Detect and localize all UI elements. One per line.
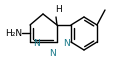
Text: N: N	[49, 50, 55, 58]
Text: N: N	[34, 39, 40, 48]
Text: H₂N: H₂N	[5, 30, 23, 39]
Text: N: N	[64, 39, 70, 48]
Text: H: H	[56, 4, 62, 14]
